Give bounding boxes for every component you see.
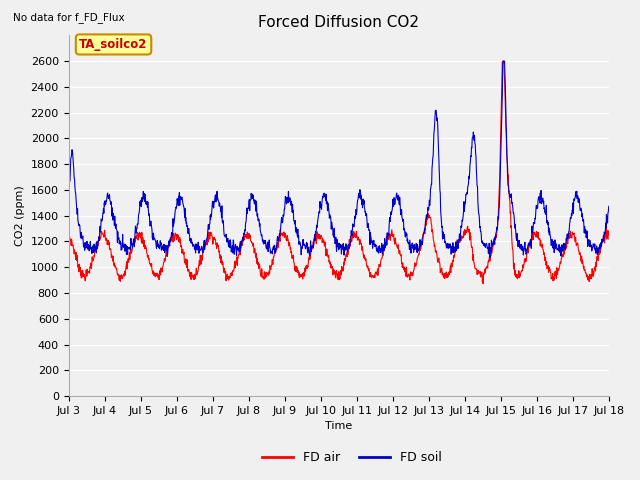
Y-axis label: CO2 (ppm): CO2 (ppm)	[15, 185, 25, 246]
X-axis label: Time: Time	[325, 421, 353, 432]
Text: TA_soilco2: TA_soilco2	[79, 38, 148, 51]
Text: No data for f_FD_Flux: No data for f_FD_Flux	[13, 12, 124, 23]
Legend: FD air, FD soil: FD air, FD soil	[257, 446, 447, 469]
Title: Forced Diffusion CO2: Forced Diffusion CO2	[259, 15, 419, 30]
